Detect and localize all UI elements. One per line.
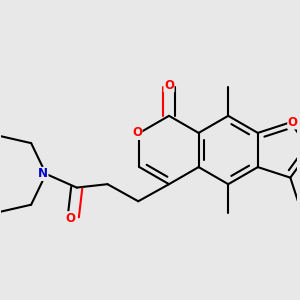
Text: O: O: [132, 126, 142, 140]
Text: O: O: [164, 79, 174, 92]
Text: O: O: [288, 116, 298, 129]
Text: O: O: [66, 212, 76, 225]
Text: N: N: [38, 167, 48, 180]
